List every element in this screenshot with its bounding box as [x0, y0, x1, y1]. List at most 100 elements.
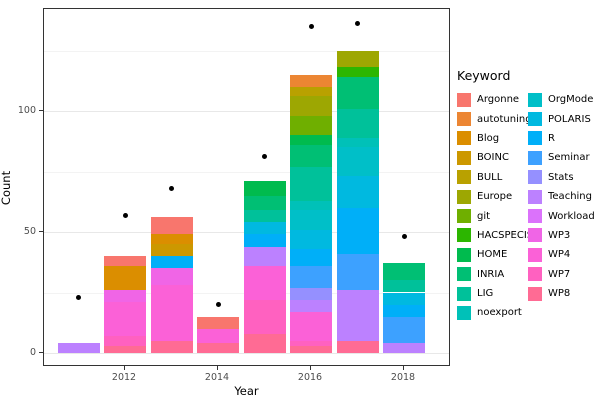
legend-key-swatch: [528, 92, 542, 107]
bar-segment-Seminar-2017: [336, 253, 379, 291]
legend-item-WP3: WP3: [528, 226, 599, 245]
legend-item-label: Teaching: [548, 191, 592, 203]
x-tick-label: 2012: [111, 372, 137, 383]
bar-segment-INRIA-2015: [243, 195, 286, 211]
legend-item-label: WP4: [548, 249, 571, 261]
bar-segment-POLARIS-2016: [290, 229, 332, 249]
bar-segment-LIG-2018: [383, 280, 425, 293]
legend-item-Seminar: Seminar: [528, 148, 599, 167]
data-point-2017: [355, 21, 360, 27]
legend-item-label: Seminar: [548, 152, 590, 164]
bar-segment-WP3-2012: [104, 290, 146, 303]
legend-key-swatch: [528, 267, 542, 282]
legend-item-label: Workload: [548, 210, 595, 222]
bar-segment-Seminar-2016: [290, 265, 332, 288]
legend-item-label: BULL: [477, 171, 503, 183]
plot-panel: [43, 8, 450, 366]
legend-key-swatch: [528, 286, 542, 301]
legend-item-Stats: Stats: [528, 168, 599, 187]
x-tick: [310, 366, 311, 370]
bar-segment-R-2015: [243, 234, 286, 247]
bar-segment-POLARIS-2017: [336, 176, 379, 208]
bar-segment-INRIA-2016: [290, 144, 332, 167]
bar-segment-WP7-2015: [243, 299, 286, 334]
legend-item-Blog: Blog: [457, 129, 528, 148]
bar-segment-LIG-2015: [243, 210, 286, 223]
legend-item-label: autotuning: [477, 113, 532, 125]
bar-segment-WP4-2014: [197, 328, 239, 344]
bar-segment-HACSPECIS-2017: [336, 67, 379, 78]
bar-segment-R-2016: [290, 248, 332, 266]
legend-key-swatch: [457, 267, 471, 282]
legend-item-label: Stats: [548, 171, 574, 183]
bar-segment-Argonne-2013: [150, 217, 193, 235]
y-tick-label: 50: [23, 226, 36, 237]
legend-item-label: POLARIS: [548, 113, 591, 125]
bar-segment-noexport-2016: [290, 200, 332, 211]
legend-item-HOME: HOME: [457, 245, 528, 264]
legend-key-swatch: [457, 286, 471, 301]
data-point-2014: [215, 302, 221, 308]
bar-segment-OrgMode-2016: [290, 210, 332, 230]
legend-title: Keyword: [457, 68, 511, 83]
legend-item-git: git: [457, 206, 528, 225]
legend-item-Argonne: Argonne: [457, 90, 528, 109]
legend-item-label: WP3: [548, 229, 571, 241]
legend-item-Europe: Europe: [457, 187, 528, 206]
bar-segment-BOINC-2013: [150, 244, 193, 257]
legend-item-BOINC: BOINC: [457, 148, 528, 167]
legend-item-POLARIS: POLARIS: [528, 109, 599, 128]
legend-key-swatch: [457, 112, 471, 127]
legend-key-swatch: [457, 189, 471, 204]
bar-segment-WP4-2016: [290, 311, 332, 341]
legend-key-swatch: [528, 189, 542, 204]
gridline-minor: [44, 171, 449, 173]
legend-item-R: R: [528, 129, 599, 148]
bar-segment-Europe-2017: [336, 50, 379, 68]
data-point-2018: [401, 234, 407, 240]
y-tick: [39, 110, 43, 111]
legend-key-swatch: [457, 247, 471, 262]
y-tick: [39, 231, 43, 232]
bar-segment-HOME-2015: [243, 181, 286, 196]
legend-item-autotuning: autotuning: [457, 109, 532, 128]
data-point-2011: [76, 294, 81, 300]
legend-item-INRIA: INRIA: [457, 265, 528, 284]
bar-segment-WP7-2016: [290, 340, 332, 346]
legend-key-swatch: [457, 209, 471, 224]
bar-segment-Teaching-2018: [383, 343, 425, 353]
bar-segment-Blog-2012: [104, 265, 146, 291]
legend-key-swatch: [528, 150, 542, 165]
legend-item-label: HOME: [477, 249, 508, 261]
bar-segment-POLARIS-2015: [243, 222, 286, 235]
bar-segment-Stats-2016: [290, 287, 332, 300]
legend-item-noexport: noexport: [457, 303, 528, 322]
bar-segment-LIG-2017: [336, 108, 379, 138]
bar-segment-WP4-2012: [104, 302, 146, 337]
bar-segment-WP8-2015: [243, 333, 286, 353]
legend-key-swatch: [457, 228, 471, 243]
bar-segment-autotuning-2016: [290, 74, 332, 87]
gridline-major: [44, 353, 449, 354]
legend-key-swatch: [528, 209, 542, 224]
x-tick: [403, 366, 404, 370]
gridline-minor: [44, 50, 449, 52]
bar-segment-WP8-2017: [336, 340, 379, 353]
bar-segment-Argonne-2012: [104, 256, 146, 266]
legend-item-OrgMode: OrgMode: [528, 90, 599, 109]
bar-segment-WP7-2012: [104, 336, 146, 346]
bar-segment-Teaching-2016: [290, 299, 332, 312]
legend-key-swatch: [457, 131, 471, 146]
legend-item-label: Blog: [477, 132, 500, 144]
x-tick-label: 2014: [204, 372, 230, 383]
legend: Keyword Argonne autotuning Blog BOINC BULL Eu…: [457, 68, 600, 324]
bar-segment-WP8-2012: [104, 345, 146, 353]
x-tick-label: 2018: [390, 372, 416, 383]
bar-segment-R-2017: [336, 207, 379, 254]
legend-item-WP7: WP7: [528, 265, 599, 284]
y-tick-label: 0: [29, 347, 36, 358]
legend-item-BULL: BULL: [457, 168, 528, 187]
x-axis-title: Year: [234, 384, 259, 398]
x-tick-label: 2016: [297, 372, 323, 383]
legend-key-swatch: [457, 305, 471, 320]
